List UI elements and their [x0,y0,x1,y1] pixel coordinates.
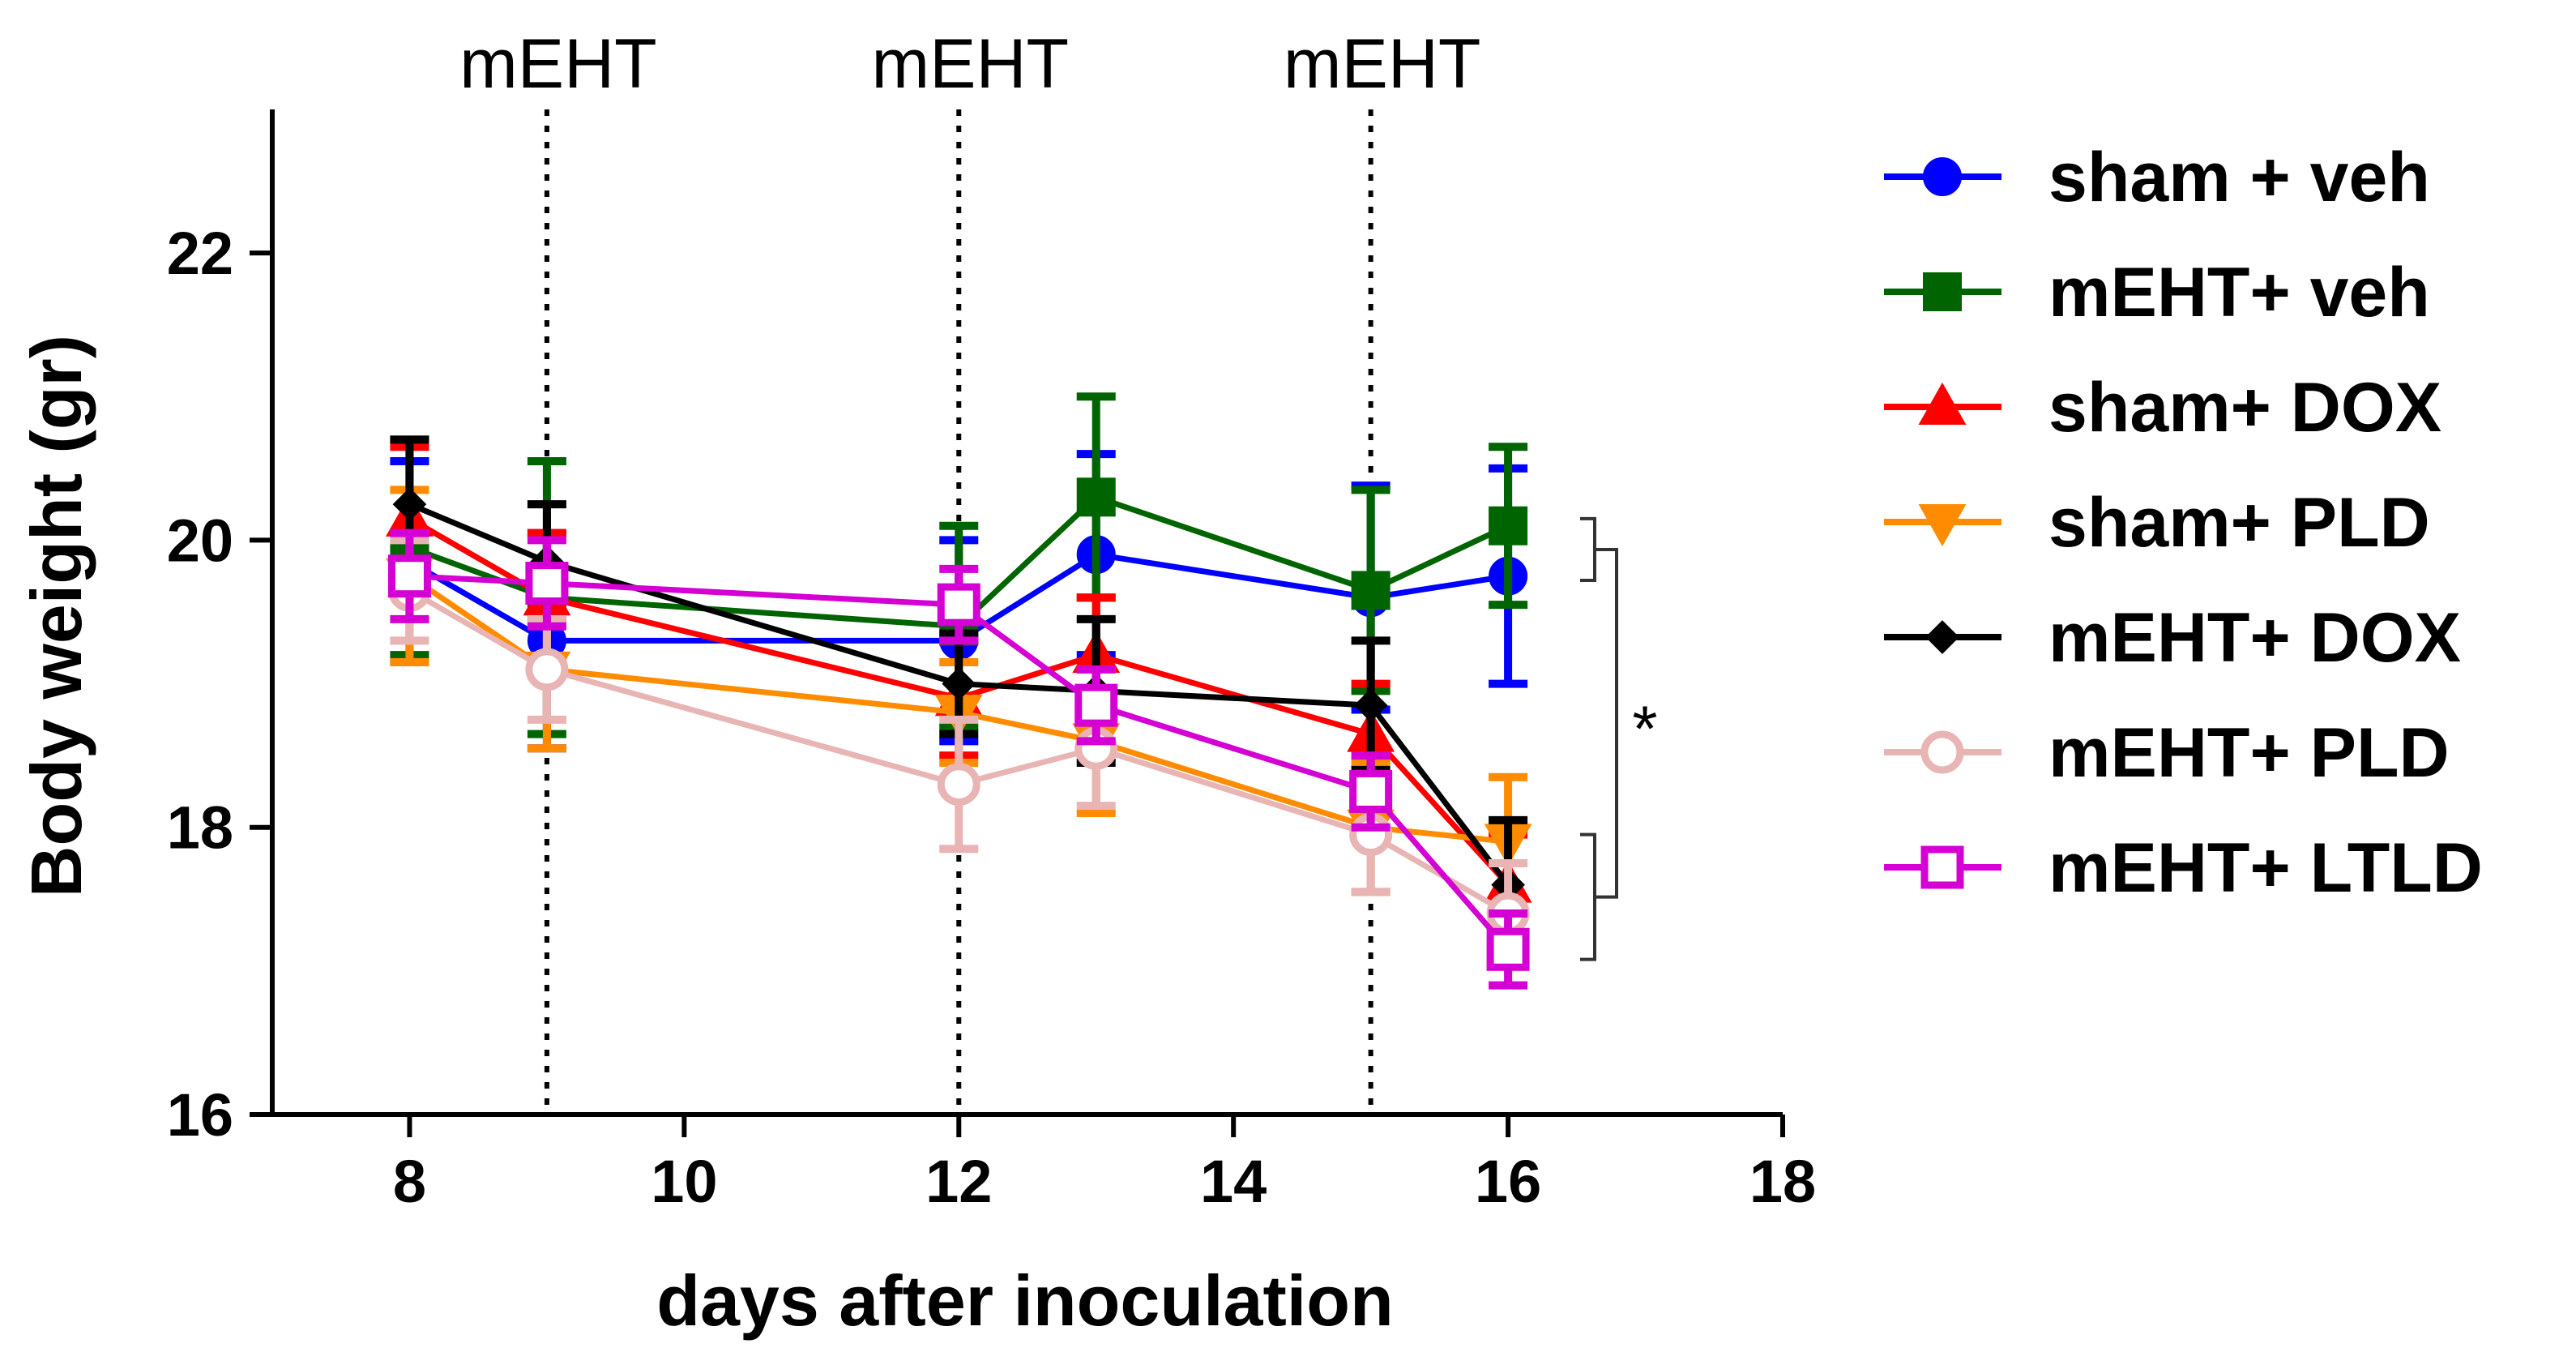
legend-entry-meht-ltld: mEHT+ LTLD [1884,829,2483,907]
series-line-meht-pld [408,588,1510,917]
legend-marker [1923,272,1962,311]
y-axis-ticks: 16 18 20 22 [167,220,272,1149]
legend-marker [1918,382,1967,425]
data-point-meht-ltld-12 [937,583,980,627]
data-point-meht-pld-9 [525,648,569,691]
y-tick-label-18: 18 [167,794,233,862]
legend-entry-sham-dox: sham+ DOX [1884,369,2441,447]
legend-label: sham+ PLD [2048,484,2430,562]
data-point-meht-dox-8 [392,487,427,521]
legend: sham + veh mEHT+ veh sham+ DOX sham+ PLD mEH… [1884,139,2483,907]
x-axis-ticks: 8 10 12 14 16 18 [393,1115,1816,1215]
legend-label: mEHT+ PLD [2048,714,2450,792]
x-tick-label-8: 8 [393,1148,426,1215]
legend-marker [1920,730,1964,774]
legend-label: mEHT+ veh [2048,254,2430,332]
mEHT-marker-label-3: mEHT [1284,25,1481,103]
y-tick-label-16: 16 [167,1081,233,1149]
axes [270,109,1783,1117]
legend-entry-sham-veh: sham + veh [1884,139,2430,216]
x-tick-label-14: 14 [1200,1148,1267,1215]
series-line-meht-ltld [409,573,1510,952]
bracket-treated-groups [1580,832,1596,961]
legend-marker [1923,157,1962,196]
data-point-meht-ltld-8 [387,554,431,598]
data-point-meht-pld-12 [937,763,980,807]
series-line-meht-veh [408,494,1510,630]
legend-label: sham+ DOX [2048,369,2441,447]
legend-entry-meht-dox: mEHT+ DOX [1884,599,2461,677]
x-tick-label-12: 12 [925,1148,992,1215]
series-line-sham-veh [408,551,1509,644]
y-tick-label-22: 22 [167,220,233,287]
x-axis-label: days after inoculation [656,1260,1394,1341]
data-series [386,392,1532,990]
legend-entry-meht-veh: mEHT+ veh [1884,254,2430,332]
bracket-control-groups [1580,516,1596,583]
y-axis-label: Body weight (gr) [16,335,96,897]
legend-entry-sham-pld: sham+ PLD [1884,484,2430,562]
data-point-meht-ltld-15 [1349,769,1393,813]
x-tick-label-10: 10 [651,1148,717,1215]
data-point-meht-ltld-16 [1486,927,1530,971]
significance-annotation: * [1580,516,1658,961]
mEHT-marker-label-2: mEHT [871,25,1069,103]
bracket-comparison [1613,547,1618,899]
mEHT-marker-label-1: mEHT [459,25,657,103]
data-point-meht-dox-15 [1353,688,1388,722]
data-point-meht-veh-13 [1076,477,1116,517]
data-point-meht-veh-16 [1489,506,1528,546]
legend-marker [1925,620,1959,654]
legend-label: sham + veh [2048,139,2430,216]
legend-marker [1920,845,1964,889]
legend-marker [1918,504,1967,547]
legend-label: mEHT+ DOX [2048,599,2461,677]
legend-entry-meht-pld: mEHT+ PLD [1884,714,2450,792]
data-point-meht-ltld-9 [525,562,569,605]
significance-star: * [1632,692,1657,764]
series-meht-ltld [387,528,1530,990]
series-line-meht-dox [408,501,1510,887]
data-point-meht-dox-12 [942,666,976,701]
x-tick-label-18: 18 [1749,1148,1816,1215]
y-tick-label-20: 20 [167,507,233,574]
legend-label: mEHT+ LTLD [2048,829,2483,907]
data-point-meht-veh-15 [1351,571,1391,610]
data-point-meht-ltld-13 [1074,683,1118,727]
x-tick-label-16: 16 [1475,1148,1541,1215]
